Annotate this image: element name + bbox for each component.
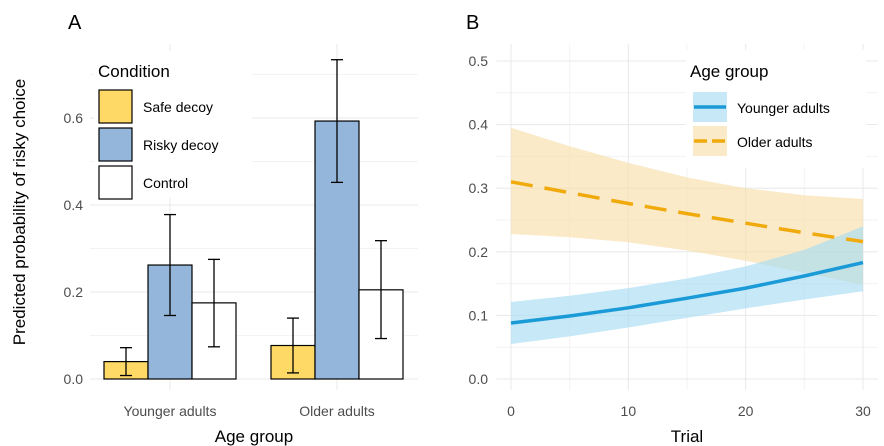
y-tick-label-a: 0.4 [64, 197, 84, 213]
series-line [510, 180, 864, 244]
y-tick-label-b: 0.3 [469, 180, 489, 196]
legend-label-a: Control [143, 175, 188, 191]
y-axis-label-a: Predicted probability of risky choice [10, 79, 29, 345]
x-tick-label-b: 0 [507, 403, 515, 419]
x-tick-label-a: Younger adults [124, 403, 217, 419]
panel-b-line-chart: 0.0 0.1 0.2 0.3 0.4 0.5 0 10 20 30 Trial Age group Y… [469, 44, 878, 446]
legend-label-b: Older adults [737, 134, 812, 150]
x-tick-label-b: 20 [738, 403, 754, 419]
legend-title-a: Condition [98, 62, 170, 81]
y-tick-label-a: 0.6 [64, 110, 84, 126]
legend-label-a: Safe decoy [143, 99, 213, 115]
legend-b: Age group Younger adults Older adults [686, 50, 866, 168]
y-tick-label-b: 0.4 [469, 117, 489, 133]
panel-a-bar-chart: 0.0 0.2 0.4 0.6 Younger adults Older adults Ag… [10, 44, 418, 446]
y-tick-label-a: 0.0 [64, 371, 84, 387]
legend-label-b: Younger adults [737, 100, 830, 116]
x-tick-label-b: 30 [855, 403, 871, 419]
legend-key-a [98, 127, 133, 162]
x-tick-label-a: Older adults [299, 403, 374, 419]
x-axis-label-b: Trial [671, 427, 703, 446]
y-tick-label-b: 0.1 [469, 307, 489, 323]
x-axis-label-a: Age group [215, 427, 293, 446]
legend-a: Condition Safe decoy Risky decoy Control [94, 51, 252, 200]
y-tick-label-b: 0.5 [469, 53, 489, 69]
y-tick-label-b: 0.2 [469, 244, 489, 260]
y-tick-label-a: 0.2 [64, 284, 84, 300]
panel-b-letter: B [466, 12, 479, 34]
series-line [510, 260, 864, 325]
legend-key-a [98, 89, 133, 124]
x-tick-label-b: 10 [621, 403, 637, 419]
y-tick-label-b: 0.0 [469, 371, 489, 387]
confidence-band [511, 226, 863, 344]
legend-title-b: Age group [690, 62, 768, 81]
confidence-band [511, 127, 863, 285]
legend-key-a [98, 165, 133, 200]
panel-a-letter: A [68, 12, 82, 34]
legend-label-a: Risky decoy [143, 137, 218, 153]
